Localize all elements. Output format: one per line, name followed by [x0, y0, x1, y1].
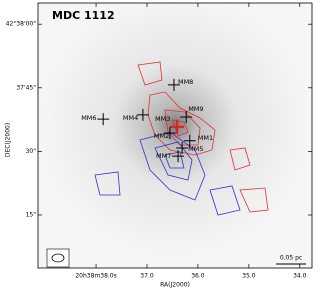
plot-frame	[37, 2, 313, 269]
x-tick-label: 20h38m38.0s	[75, 273, 116, 280]
source-marker	[167, 78, 180, 91]
y-axis-label: DEC(J2000)	[5, 123, 12, 157]
x-tick-label: 37.0	[140, 273, 154, 280]
beam-box	[46, 248, 70, 268]
source-label: MM7	[156, 152, 171, 160]
y-tick-label: 37'45"	[16, 84, 36, 91]
source-label: MM9	[188, 105, 203, 113]
x-tick-label: 35.0	[242, 273, 256, 280]
source-label: MM6	[81, 114, 96, 122]
beam	[51, 253, 65, 263]
source-marker	[170, 119, 185, 134]
source-label: MM3	[155, 115, 170, 123]
chart-title: MDC 1112	[52, 9, 115, 22]
scale-bar-label: 0.05 pc	[280, 255, 302, 262]
source-marker	[97, 113, 110, 126]
source-label: MM5	[188, 145, 203, 153]
source-marker	[183, 134, 196, 147]
source-label: MM2	[154, 132, 169, 140]
source-marker	[163, 127, 176, 140]
y-tick-label: 42°38'00"	[6, 21, 37, 28]
source-marker	[180, 111, 193, 124]
x-tick-label: 34.0	[293, 273, 307, 280]
source-marker	[176, 142, 189, 155]
source-marker	[172, 150, 185, 163]
x-axis-label: RA(J2000)	[160, 282, 190, 289]
contours	[94, 61, 269, 216]
chart: MDC 1112 0.05 pc RA(J2000) DEC(J2000) 20…	[5, 2, 313, 289]
source-label: MM4	[123, 114, 138, 122]
y-tick-label: 15"	[26, 212, 37, 219]
y-tick-label: 30"	[26, 148, 37, 155]
source-marker	[136, 108, 149, 121]
source-label: MM8	[178, 78, 193, 86]
source-label: MM1	[198, 134, 213, 142]
x-tick-label: 36.0	[191, 273, 205, 280]
